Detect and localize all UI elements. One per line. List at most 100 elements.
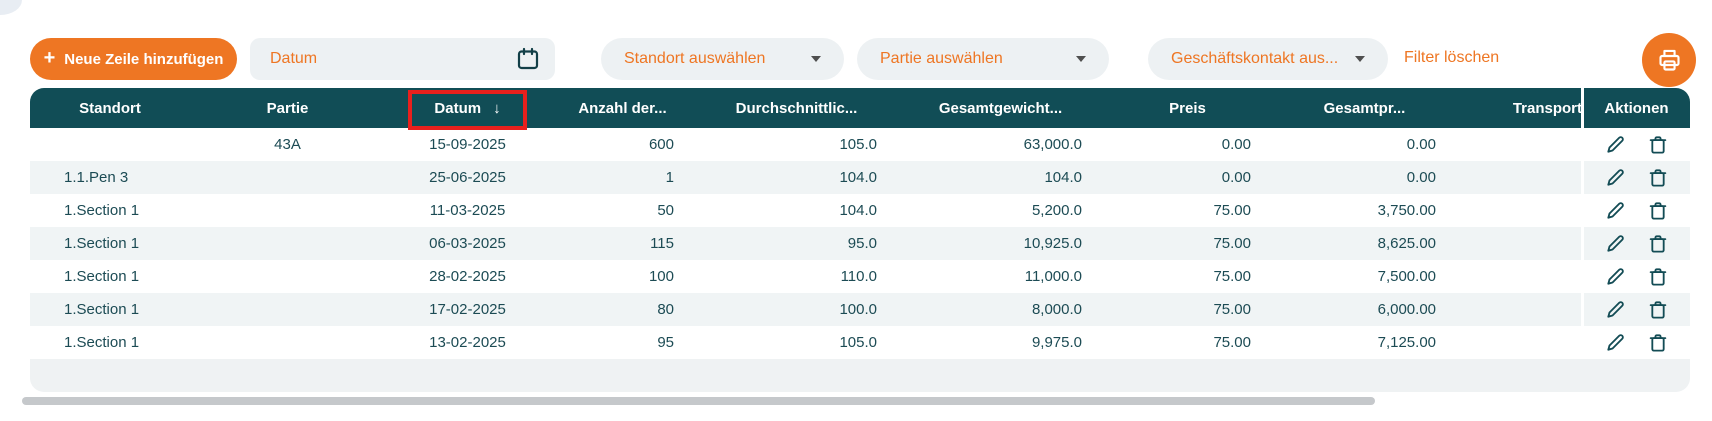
horizontal-scrollbar[interactable] [22,397,1375,405]
cell-partie: 43A [274,136,301,153]
table-row[interactable]: 1.Section 1 11-03-2025 50 104.0 5,200.0 … [30,194,1690,227]
add-row-label: Neue Zeile hinzufügen [64,50,224,68]
cell-transport [1457,326,1583,359]
trash-icon[interactable] [1647,200,1669,222]
cell-anzahl: 115 [650,235,674,252]
cell-standort: 1.Section 1 [64,301,140,318]
cell-transport [1457,128,1583,161]
table-row[interactable]: 1.Section 1 13-02-2025 95 105.0 9,975.0 … [30,326,1690,359]
trash-icon[interactable] [1647,266,1669,288]
cell-durchschnitt: 105.0 [839,136,877,153]
pencil-icon[interactable] [1604,299,1626,321]
cell-preis: 75.00 [1213,235,1251,252]
cell-gesamtpreis: 7,125.00 [1377,334,1436,351]
trash-icon[interactable] [1647,134,1669,156]
column-header-transport[interactable]: Transport [1512,99,1582,117]
cell-gesamtpreis: 0.00 [1406,169,1436,186]
corner-decoration [0,0,22,15]
cell-gesamtgewicht: 5,200.0 [1031,202,1082,219]
partie-filter-dropdown[interactable]: Partie auswählen [857,38,1109,80]
column-header-datum-label: Datum [434,99,482,117]
cell-standort: 1.1.Pen 3 [64,169,129,186]
cell-durchschnitt: 110.0 [840,268,877,285]
trash-icon[interactable] [1647,332,1669,354]
cell-partie [190,260,385,293]
printer-icon [1656,47,1683,74]
cell-datum: 25-06-2025 [429,169,506,186]
date-filter-input[interactable]: Datum [250,38,555,80]
cell-durchschnitt: 104.0 [839,169,877,186]
cell-partie [190,161,385,194]
pencil-icon[interactable] [1604,167,1626,189]
cell-datum: 11-03-2025 [429,202,506,219]
cell-aktionen [1583,326,1690,359]
cell-aktionen [1583,161,1690,194]
column-header-gesamtpreis[interactable]: Gesamtpr... [1323,99,1406,117]
pencil-icon[interactable] [1604,233,1626,255]
column-header-gesamtgewicht[interactable]: Gesamtgewicht... [938,99,1063,117]
table-header-row: Standort Partie Datum ↓ Anzahl der... Du… [30,88,1690,130]
cell-aktionen [1583,128,1690,161]
pencil-icon[interactable] [1604,266,1626,288]
cell-anzahl: 1 [665,169,674,186]
table-row[interactable]: 1.Section 1 17-02-2025 80 100.0 8,000.0 … [30,293,1690,326]
column-header-datum[interactable]: Datum ↓ [385,88,550,130]
trash-icon[interactable] [1647,299,1669,321]
standort-filter-dropdown[interactable]: Standort auswählen [601,38,844,80]
cell-standort: 1.Section 1 [64,235,140,252]
table-row[interactable]: 1.1.Pen 3 25-06-2025 1 104.0 104.0 0.00 … [30,161,1690,194]
cell-gesamtgewicht: 10,925.0 [1023,235,1082,252]
cell-gesamtpreis: 3,750.00 [1377,202,1436,219]
chevron-down-icon [1355,56,1365,62]
pencil-icon[interactable] [1604,200,1626,222]
cell-datum: 06-03-2025 [429,235,506,252]
cell-datum: 15-09-2025 [429,136,506,153]
cell-gesamtgewicht: 11,000.0 [1024,268,1082,285]
add-row-button[interactable]: + Neue Zeile hinzufügen [30,38,237,80]
geschaeftskontakt-filter-label: Geschäftskontakt aus... [1171,50,1339,67]
cell-transport [1457,227,1583,260]
cell-transport [1457,260,1583,293]
date-placeholder: Datum [270,50,318,67]
trash-icon[interactable] [1647,233,1669,255]
table-row[interactable]: 1.Section 1 28-02-2025 100 110.0 11,000.… [30,260,1690,293]
annotation-highlight-box [408,90,527,130]
cell-gesamtgewicht: 63,000.0 [1023,136,1082,153]
cell-standort: 1.Section 1 [64,268,140,285]
pencil-icon[interactable] [1604,134,1626,156]
clear-filters-link[interactable]: Filter löschen [1404,49,1500,66]
cell-partie [190,194,385,227]
partie-filter-label: Partie auswählen [880,50,1003,67]
column-header-standort[interactable]: Standort [79,99,141,117]
cell-transport [1457,161,1583,194]
cell-standort: 1.Section 1 [64,202,140,219]
cell-gesamtpreis: 6,000.00 [1377,301,1436,318]
geschaeftskontakt-filter-dropdown[interactable]: Geschäftskontakt aus... [1148,38,1388,80]
cell-gesamtgewicht: 104.0 [1044,169,1082,186]
calendar-icon[interactable] [516,47,540,71]
cell-aktionen [1583,293,1690,326]
trash-icon[interactable] [1647,167,1669,189]
cell-anzahl: 600 [648,136,674,153]
pencil-icon[interactable] [1604,332,1626,354]
cell-transport [1457,293,1583,326]
column-header-preis[interactable]: Preis [1169,99,1206,117]
cell-anzahl: 50 [657,202,674,219]
cell-preis: 75.00 [1213,202,1251,219]
cell-preis: 75.00 [1213,334,1251,351]
column-header-aktionen: Aktionen [1604,99,1669,117]
column-header-durchschnitt[interactable]: Durchschnittlic... [735,99,858,117]
table-row[interactable]: 1.Section 1 06-03-2025 115 95.0 10,925.0… [30,227,1690,260]
cell-partie [190,326,385,359]
cell-durchschnitt: 100.0 [839,301,877,318]
column-header-partie[interactable]: Partie [266,99,309,117]
cell-gesamtpreis: 8,625.00 [1377,235,1436,252]
cell-aktionen [1583,194,1690,227]
cell-datum: 17-02-2025 [429,301,506,318]
cell-partie [190,227,385,260]
column-header-anzahl[interactable]: Anzahl der... [578,99,667,117]
table-row[interactable]: 43A 15-09-2025 600 105.0 63,000.0 0.00 0… [30,128,1690,161]
cell-durchschnitt: 105.0 [839,334,877,351]
print-button[interactable] [1642,33,1696,87]
